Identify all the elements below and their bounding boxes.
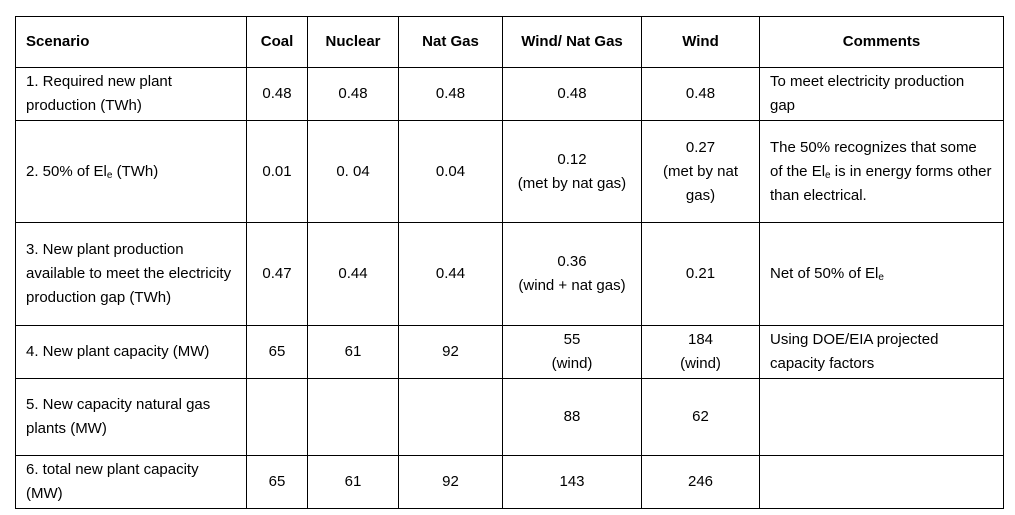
- subscript: e: [106, 169, 113, 181]
- cell: 0.47: [246, 222, 308, 326]
- table-body: 1. Required new plant production (TWh) 0.…: [15, 67, 1004, 509]
- table-head: Scenario Coal Nuclear Nat Gas Wind/ Nat Gas W…: [15, 16, 1004, 68]
- cell: Net of 50% of Ele: [759, 222, 1004, 326]
- cell: 0.27 (met by nat gas): [641, 120, 760, 223]
- cell: 55 (wind): [502, 325, 642, 379]
- table-row: 2. 50% of Ele (TWh) 0.01 0. 04 0.04 0.12 (met…: [15, 120, 1004, 223]
- cell: 0.36 (wind + nat gas): [502, 222, 642, 326]
- cell-note: (met by nat gas): [662, 162, 739, 204]
- header-row: Scenario Coal Nuclear Nat Gas Wind/ Nat Gas W…: [15, 16, 1004, 68]
- cell: 0.48: [398, 67, 503, 121]
- text: is in energy forms other than electrical…: [770, 162, 992, 204]
- cell: 0.48: [246, 67, 308, 121]
- cell: 0.48: [502, 67, 642, 121]
- text: The 50% recognizes that some of the El: [770, 138, 977, 180]
- empty-cell: [759, 455, 1004, 509]
- cell-note: (wind + nat gas): [518, 277, 626, 294]
- header-cell: Scenario: [15, 16, 247, 68]
- empty-cell: [246, 378, 308, 456]
- empty-cell: [759, 378, 1004, 456]
- cell: 88: [502, 378, 642, 456]
- cell: 6. total new plant capacity (MW): [15, 455, 247, 509]
- cell: 92: [398, 455, 503, 509]
- cell: 0.21: [641, 222, 760, 326]
- header-cell: Wind/ Nat Gas: [502, 16, 642, 68]
- cell: 0.48: [307, 67, 399, 121]
- empty-cell: [307, 378, 399, 456]
- cell-note: (met by nat gas): [517, 174, 627, 192]
- cell: 1. Required new plant production (TWh): [15, 67, 247, 121]
- header-cell: Nuclear: [307, 16, 399, 68]
- subscript: e: [878, 272, 884, 283]
- cell-value: 184: [687, 331, 714, 348]
- empty-cell: [398, 378, 503, 456]
- cell: 0.12 (met by nat gas): [502, 120, 642, 223]
- subscript: e: [825, 169, 831, 181]
- text: 2. 50% of El: [26, 162, 107, 180]
- cell: 0.44: [398, 222, 503, 326]
- cell: To meet electricity production gap: [759, 67, 1004, 121]
- header-cell: Nat Gas: [398, 16, 503, 68]
- cell: Using DOE/EIA projected capacity factors: [759, 325, 1004, 379]
- header-cell: Comments: [759, 16, 1004, 68]
- cell: 61: [307, 325, 399, 379]
- cell: 184 (wind): [641, 325, 760, 379]
- header-cell: Wind: [641, 16, 760, 68]
- text: (TWh): [112, 162, 159, 180]
- cell-value: 0.27: [685, 138, 716, 156]
- cell: The 50% recognizes that some of the Ele …: [759, 120, 1004, 223]
- header-cell: Coal: [246, 16, 308, 68]
- table-row: 4. New plant capacity (MW) 65 61 92 55 (wind)…: [15, 325, 1004, 379]
- cell: 0.48: [641, 67, 760, 121]
- cell: 0.44: [307, 222, 399, 326]
- cell: 2. 50% of Ele (TWh): [15, 120, 247, 223]
- text: Net of 50% of El: [770, 265, 879, 282]
- cell: 5. New capacity natural gas plants (MW): [15, 378, 247, 456]
- cell: 62: [641, 378, 760, 456]
- cell: 3. New plant production available to mee…: [15, 222, 247, 326]
- table-row: 1. Required new plant production (TWh) 0.…: [15, 67, 1004, 121]
- cell: 92: [398, 325, 503, 379]
- data-table: Scenario Coal Nuclear Nat Gas Wind/ Nat Gas W…: [15, 16, 1004, 509]
- cell-note: (wind): [551, 355, 593, 372]
- cell: 65: [246, 455, 308, 509]
- cell: 0.04: [398, 120, 503, 223]
- cell: 61: [307, 455, 399, 509]
- cell: 0.01: [246, 120, 308, 223]
- cell: 4. New plant capacity (MW): [15, 325, 247, 379]
- table-row: 6. total new plant capacity (MW) 65 61 92 14…: [15, 455, 1004, 509]
- cell-note: (wind): [680, 355, 721, 372]
- cell: 246: [641, 455, 760, 509]
- table-row: 3. New plant production available to mee…: [15, 222, 1004, 326]
- cell: 65: [246, 325, 308, 379]
- cell-value: 0.12: [557, 150, 587, 168]
- table-row: 5. New capacity natural gas plants (MW) 8…: [15, 378, 1004, 456]
- cell-value: 0.36: [557, 253, 587, 270]
- cell: 143: [502, 455, 642, 509]
- cell-value: 55: [563, 331, 581, 348]
- cell: 0. 04: [307, 120, 399, 223]
